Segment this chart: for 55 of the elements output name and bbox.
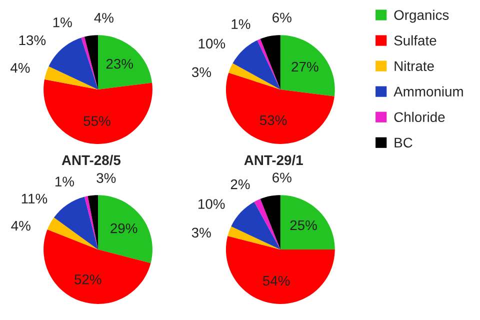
legend-label: Organics	[394, 10, 449, 23]
data-label: 13%	[19, 35, 46, 46]
data-label: 10%	[198, 38, 226, 49]
data-label: 1%	[232, 19, 250, 29]
data-label: 1%	[55, 176, 74, 186]
pie-slice	[84, 35, 98, 90]
pie-slice	[54, 196, 98, 250]
pie-slice	[254, 198, 280, 250]
data-label: 11%	[22, 194, 48, 204]
pie-slice	[280, 35, 335, 96]
data-label: 25%	[290, 220, 317, 230]
data-label: 6%	[272, 172, 292, 182]
data-label: 3%	[192, 67, 211, 78]
data-label: 3%	[192, 228, 211, 238]
data-label: 23%	[106, 58, 134, 69]
pie-slice	[98, 195, 152, 264]
legend-label: Nitrate	[394, 60, 434, 72]
pie-slice	[81, 36, 98, 90]
data-label: 1%	[53, 17, 72, 28]
pie-slice	[228, 63, 280, 90]
pie-slice	[231, 202, 280, 250]
data-label: 3%	[96, 173, 116, 183]
legend-label: Chloride	[394, 112, 445, 122]
data-label: 4%	[11, 220, 30, 231]
pie-slice	[47, 218, 98, 250]
data-label: 27%	[292, 62, 318, 72]
data-label: 53%	[260, 115, 287, 126]
pie-slice	[48, 38, 98, 90]
pie-slice	[260, 195, 280, 250]
pie-slice	[228, 226, 280, 250]
pie-slice	[44, 66, 98, 90]
data-label: 54%	[262, 276, 290, 286]
pie-slice	[98, 35, 152, 90]
data-label: 2%	[230, 179, 250, 190]
pie-slice	[88, 195, 98, 250]
data-label: 6%	[272, 12, 292, 22]
pie-slice	[260, 35, 280, 90]
data-label: 4%	[94, 12, 114, 23]
chart-title: ANT-28/5	[62, 154, 121, 166]
data-label: 52%	[74, 274, 102, 284]
pie-slice	[226, 236, 335, 304]
data-label: 4%	[10, 63, 30, 73]
pie-slice	[226, 72, 334, 144]
legend-label: Sulfate	[394, 35, 436, 46]
pie-slice	[84, 196, 98, 250]
pie-slice	[280, 195, 335, 250]
legend-label: BC	[394, 138, 412, 148]
legend-label: Ammonium	[394, 86, 463, 97]
pie-slice	[44, 79, 152, 144]
data-label: 10%	[198, 199, 225, 209]
data-label: 29%	[110, 223, 138, 234]
pie-slice	[257, 38, 280, 90]
pie-slice	[232, 40, 280, 90]
data-label: 55%	[84, 116, 110, 126]
chart-title: ANT-29/1	[244, 154, 303, 166]
